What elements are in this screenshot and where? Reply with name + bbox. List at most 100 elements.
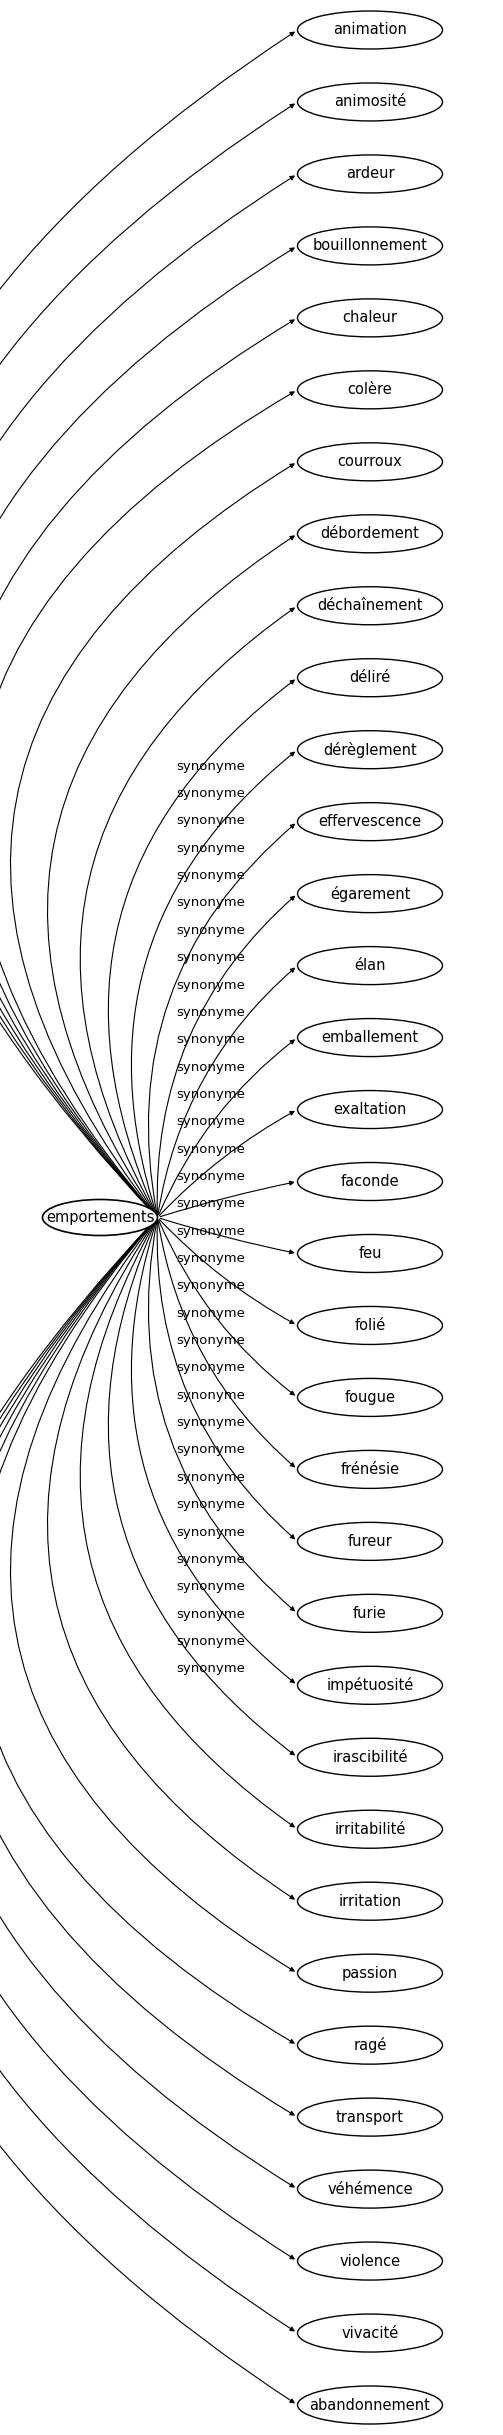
Ellipse shape <box>297 1091 443 1127</box>
Text: synonyme: synonyme <box>176 1198 245 1210</box>
FancyArrowPatch shape <box>157 1220 294 1539</box>
Text: feu: feu <box>358 1247 382 1261</box>
FancyArrowPatch shape <box>0 392 294 1215</box>
Text: dérèglement: dérèglement <box>323 743 417 757</box>
FancyArrowPatch shape <box>158 1220 294 1466</box>
Text: ragé: ragé <box>353 2038 387 2053</box>
Text: égarement: égarement <box>330 886 410 901</box>
Ellipse shape <box>297 2243 443 2279</box>
Text: synonyme: synonyme <box>176 1252 245 1266</box>
FancyArrowPatch shape <box>47 536 294 1215</box>
Ellipse shape <box>297 1522 443 1561</box>
FancyArrowPatch shape <box>108 1220 294 1756</box>
Ellipse shape <box>297 2026 443 2065</box>
Ellipse shape <box>297 947 443 984</box>
Text: impétuosité: impétuosité <box>326 1678 413 1692</box>
FancyArrowPatch shape <box>157 896 294 1215</box>
Text: synonyme: synonyme <box>176 1142 245 1157</box>
FancyArrowPatch shape <box>0 32 294 1215</box>
Text: colère: colère <box>348 382 392 397</box>
Ellipse shape <box>42 1200 157 1235</box>
Ellipse shape <box>297 804 443 840</box>
FancyArrowPatch shape <box>160 1181 294 1218</box>
Ellipse shape <box>297 1595 443 1631</box>
Ellipse shape <box>297 2313 443 2352</box>
FancyArrowPatch shape <box>0 105 294 1215</box>
Text: emballement: emballement <box>321 1030 418 1045</box>
Text: animation: animation <box>333 22 407 37</box>
Ellipse shape <box>297 1235 443 1274</box>
Ellipse shape <box>297 1739 443 1775</box>
Ellipse shape <box>297 1378 443 1417</box>
Ellipse shape <box>297 1451 443 1488</box>
Text: synonyme: synonyme <box>176 1498 245 1512</box>
Ellipse shape <box>297 730 443 769</box>
FancyArrowPatch shape <box>0 1220 294 2116</box>
FancyArrowPatch shape <box>0 1220 294 2187</box>
Text: synonyme: synonyme <box>176 1471 245 1483</box>
Ellipse shape <box>297 1955 443 1992</box>
Text: synonyme: synonyme <box>176 1361 245 1373</box>
Ellipse shape <box>297 1018 443 1057</box>
Ellipse shape <box>297 226 443 265</box>
Text: furie: furie <box>353 1605 387 1622</box>
FancyArrowPatch shape <box>80 1220 294 1826</box>
Text: synonyme: synonyme <box>176 1634 245 1648</box>
FancyArrowPatch shape <box>0 1220 294 2043</box>
Text: synonyme: synonyme <box>176 1115 245 1127</box>
Ellipse shape <box>297 12 443 49</box>
FancyArrowPatch shape <box>131 752 294 1215</box>
FancyArrowPatch shape <box>0 1220 294 2330</box>
Text: élan: élan <box>354 957 386 974</box>
Ellipse shape <box>297 83 443 122</box>
Text: synonyme: synonyme <box>176 1580 245 1592</box>
Text: synonyme: synonyme <box>176 1524 245 1539</box>
Ellipse shape <box>297 660 443 696</box>
FancyArrowPatch shape <box>158 969 294 1215</box>
Text: emportements: emportements <box>46 1210 154 1225</box>
FancyArrowPatch shape <box>11 465 294 1215</box>
FancyArrowPatch shape <box>148 825 294 1215</box>
Text: fougue: fougue <box>345 1390 395 1405</box>
Text: synonyme: synonyme <box>176 1607 245 1622</box>
FancyArrowPatch shape <box>148 1220 294 1610</box>
FancyArrowPatch shape <box>108 679 294 1215</box>
Ellipse shape <box>297 587 443 626</box>
Text: chaleur: chaleur <box>343 309 397 326</box>
Text: synonyme: synonyme <box>176 952 245 964</box>
Ellipse shape <box>297 2099 443 2135</box>
Ellipse shape <box>297 514 443 553</box>
Text: exaltation: exaltation <box>333 1103 407 1118</box>
Text: synonyme: synonyme <box>176 1062 245 1074</box>
Text: synonyme: synonyme <box>176 1225 245 1237</box>
FancyArrowPatch shape <box>80 609 294 1215</box>
Text: synonyme: synonyme <box>176 979 245 991</box>
FancyArrowPatch shape <box>0 248 294 1215</box>
Text: abandonnement: abandonnement <box>309 2398 431 2413</box>
Text: déliré: déliré <box>350 670 391 684</box>
Ellipse shape <box>297 370 443 409</box>
Text: synonyme: synonyme <box>176 1663 245 1675</box>
FancyArrowPatch shape <box>11 1220 294 1970</box>
FancyArrowPatch shape <box>160 1218 294 1254</box>
Text: transport: transport <box>336 2109 404 2126</box>
Ellipse shape <box>297 443 443 480</box>
FancyArrowPatch shape <box>159 1110 294 1215</box>
Text: synonyme: synonyme <box>176 1417 245 1429</box>
FancyArrowPatch shape <box>131 1220 294 1683</box>
Text: synonyme: synonyme <box>176 1444 245 1456</box>
Text: véhémence: véhémence <box>327 2182 413 2196</box>
FancyArrowPatch shape <box>158 1220 294 1395</box>
Ellipse shape <box>297 2170 443 2209</box>
Text: frénésie: frénésie <box>341 1461 399 1478</box>
FancyArrowPatch shape <box>0 1220 294 2260</box>
Text: irritabilité: irritabilité <box>334 1821 406 1836</box>
FancyArrowPatch shape <box>159 1220 294 1325</box>
Ellipse shape <box>297 874 443 913</box>
Ellipse shape <box>297 1809 443 1848</box>
Text: synonyme: synonyme <box>176 1334 245 1347</box>
FancyArrowPatch shape <box>0 1220 294 2403</box>
Text: déchaînement: déchaînement <box>317 599 423 614</box>
Text: synonyme: synonyme <box>176 843 245 855</box>
Ellipse shape <box>297 1882 443 1921</box>
